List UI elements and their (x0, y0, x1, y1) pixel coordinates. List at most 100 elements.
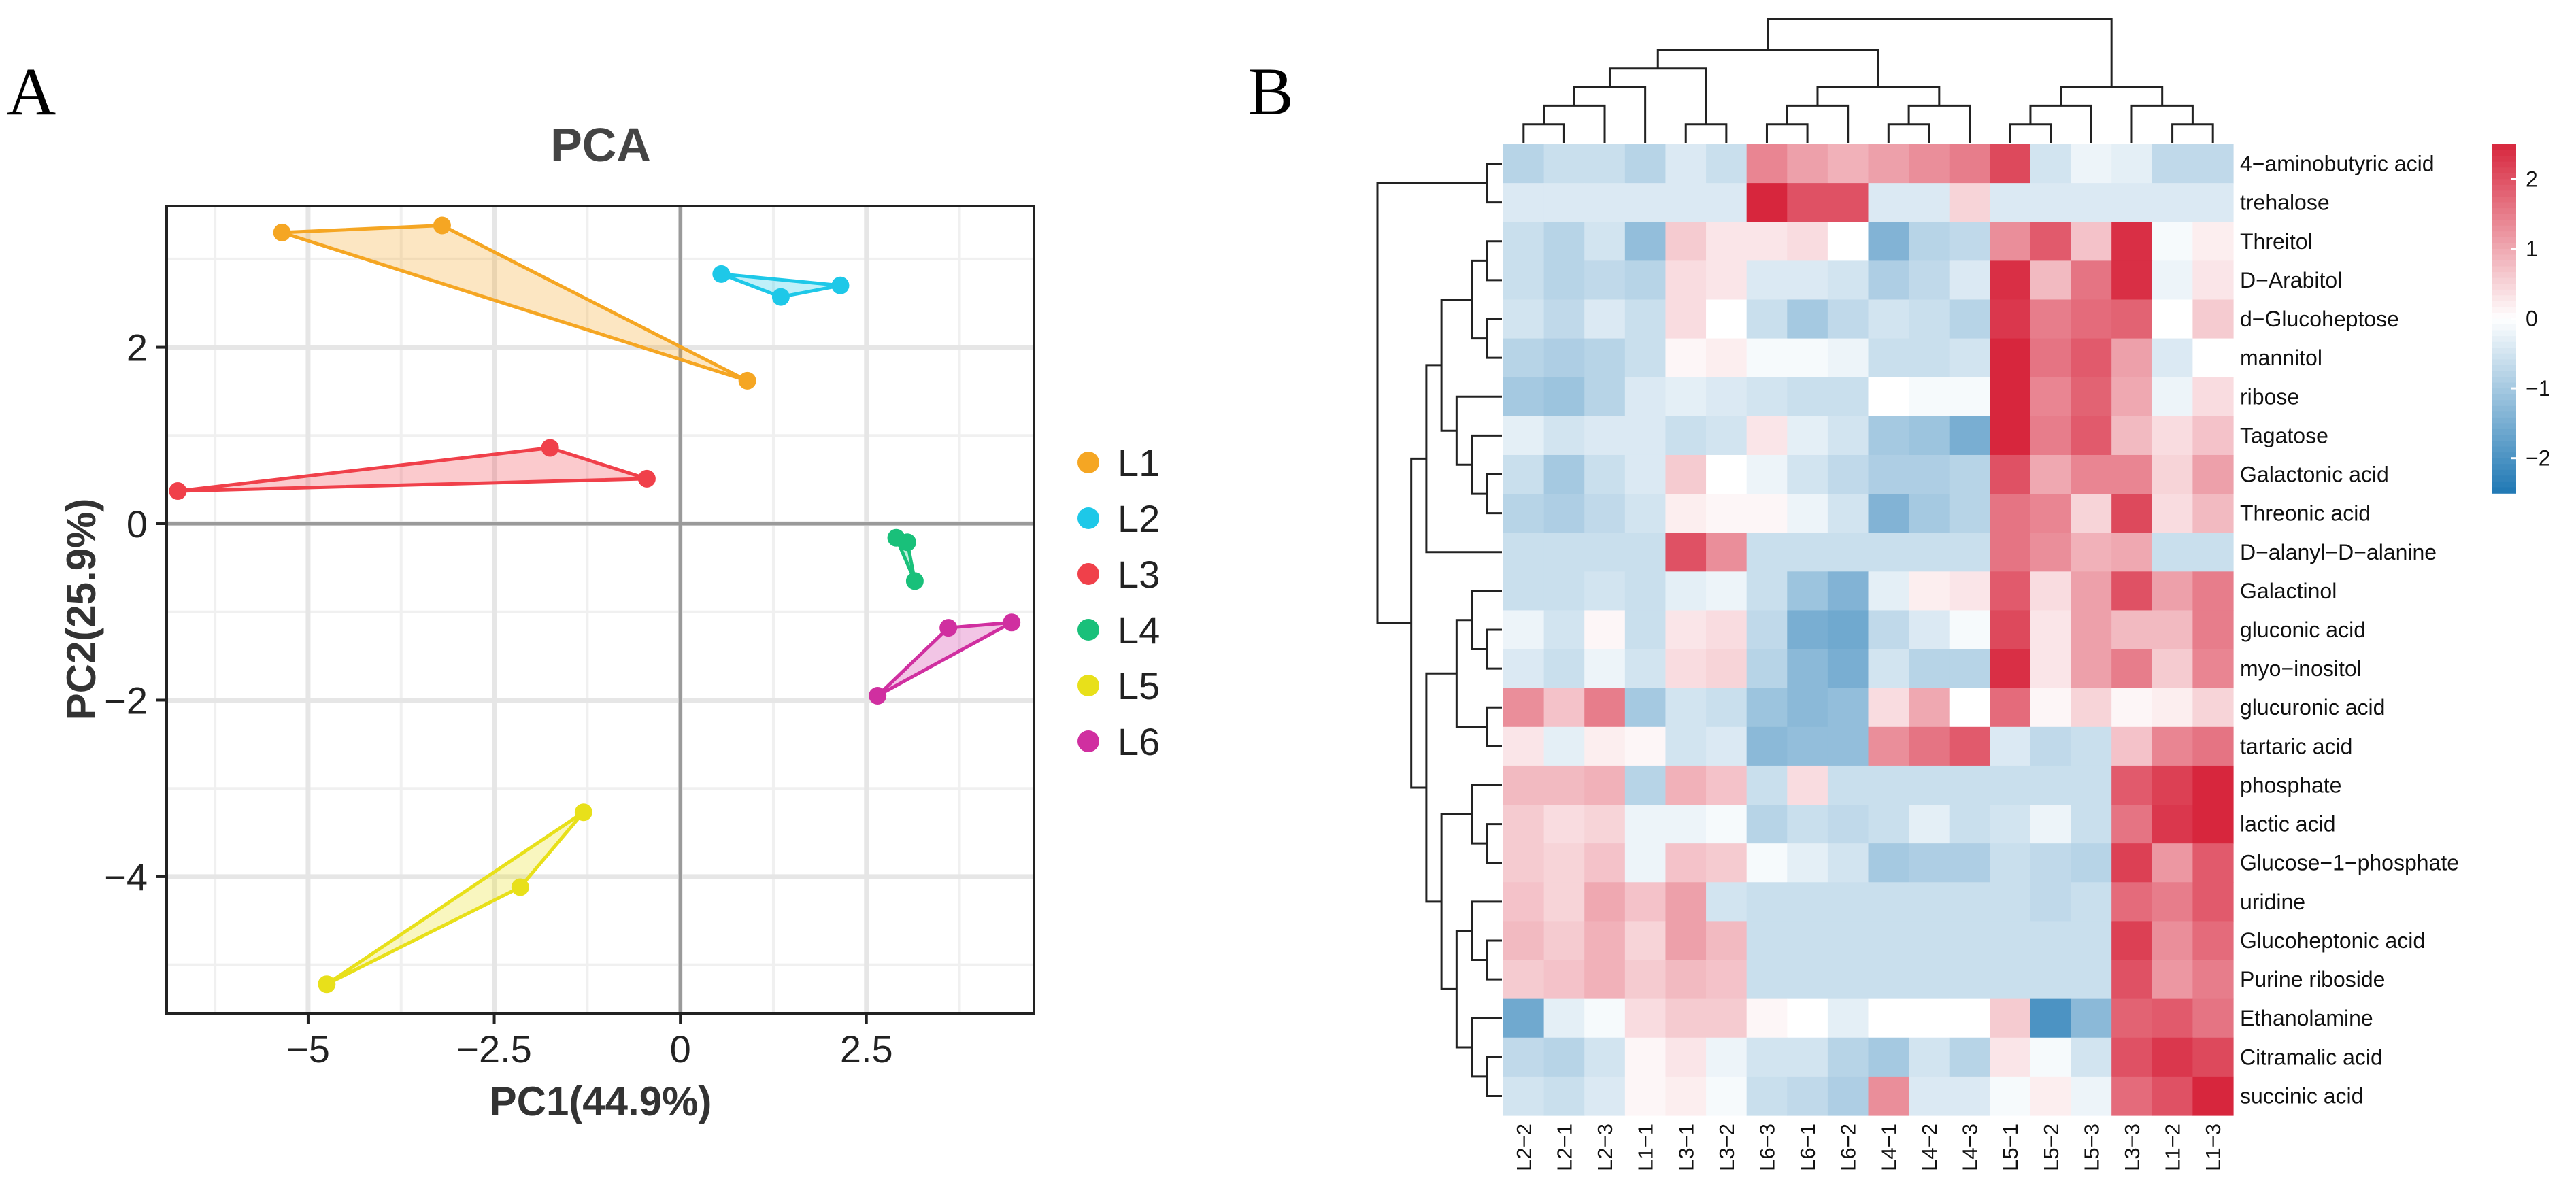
heatmap-cell (2192, 805, 2234, 844)
heatmap-cell (2030, 144, 2072, 184)
heatmap-column-label: L4−2 (1918, 1124, 1941, 1171)
heatmap-cell (1868, 998, 1909, 1038)
heatmap-cell (1706, 960, 1747, 1000)
heatmap-cell (2192, 921, 2234, 961)
heatmap-cell (1706, 805, 1747, 844)
heatmap-cell (2030, 571, 2072, 611)
heatmap-cell (1787, 144, 1828, 184)
heatmap-cell (1543, 222, 1585, 261)
heatmap-row-label: Purine riboside (2240, 967, 2385, 992)
heatmap-cell (1584, 843, 1626, 883)
heatmap-column-label: L5−2 (2039, 1124, 2063, 1171)
heatmap-cell (1584, 144, 1626, 184)
heatmap-cell (1787, 494, 1828, 533)
heatmap-cell (1827, 998, 1869, 1038)
heatmap-cell (1503, 765, 1545, 805)
heatmap-row-label: D−Arabitol (2240, 268, 2342, 292)
pca-x-tick-label: 0 (670, 1028, 691, 1070)
heatmap-cell (2152, 377, 2193, 417)
heatmap-cell (1827, 726, 1869, 766)
heatmap-cell (1746, 299, 1788, 339)
hull-l3 (175, 446, 649, 493)
colorbar-segment (2492, 179, 2516, 186)
heatmap-row-label: Threonic acid (2240, 501, 2371, 526)
heatmap-cell (1868, 960, 1909, 1000)
pca-panel: A PCA −5 −2.5 0 2.5 2 0 −2 −4 PC1(44.9%) PC2(2… (7, 54, 1160, 1124)
heatmap-cell (1909, 1076, 1950, 1116)
heatmap-cell (2071, 183, 2112, 222)
heatmap-cell (1584, 222, 1626, 261)
heatmap-cell (2152, 299, 2193, 339)
heatmap-cell (1624, 765, 1667, 805)
pca-x-tick-label: −2.5 (456, 1028, 532, 1070)
heatmap-cell (1584, 921, 1626, 961)
heatmap-cell (2071, 765, 2112, 805)
heatmap-cell (2152, 494, 2193, 533)
heatmap-cell (2192, 571, 2234, 611)
row-dendrogram-branch (1471, 900, 1502, 962)
colorbar-tick-label: −1 (2526, 376, 2550, 401)
colorbar-tick-label: 2 (2526, 167, 2538, 191)
heatmap-cell (1909, 144, 1950, 184)
pca-x-axis: −5 −2.5 0 2.5 (286, 1013, 893, 1070)
colorbar-segment (2492, 458, 2516, 465)
colorbar-segment (2492, 231, 2516, 238)
heatmap-cell (2030, 299, 2072, 339)
heatmap-column-label: L4−3 (1958, 1124, 1982, 1171)
heatmap-cell (1706, 649, 1747, 689)
heatmap-cell (2111, 338, 2153, 378)
heatmap-row-label: Citramalic acid (2240, 1045, 2383, 1069)
heatmap-cell (1990, 144, 2031, 184)
heatmap-row-label: tartaric acid (2240, 734, 2352, 758)
heatmap-cell (1543, 1037, 1585, 1077)
heatmap-cell (1665, 998, 1707, 1038)
heatmap-cell (1827, 765, 1869, 805)
heatmap-cell (2030, 805, 2072, 844)
legend-marker-l1 (1077, 452, 1099, 473)
point-l4 (898, 533, 916, 552)
heatmap-cell (2152, 454, 2193, 494)
heatmap-cell (1787, 571, 1828, 611)
pca-y-tick-label: 2 (127, 326, 148, 369)
colorbar-segment (2492, 435, 2516, 441)
heatmap-cell (1990, 649, 2031, 689)
heatmap-cell (1503, 843, 1545, 883)
heatmap-row-label: d−Glucoheptose (2240, 307, 2399, 331)
heatmap-cell (2192, 765, 2234, 805)
row-dendrogram-branch (1486, 823, 1502, 864)
heatmap-cell (1746, 1076, 1788, 1116)
heatmap-cell (1503, 649, 1545, 689)
heatmap-cell (2111, 998, 2153, 1038)
heatmap-cell (2071, 377, 2112, 417)
heatmap-cell (1665, 571, 1707, 611)
heatmap-cell (1624, 222, 1667, 261)
heatmap-cell (1909, 416, 1950, 456)
colorbar-segment (2492, 487, 2516, 494)
heatmap-cell (1746, 688, 1788, 728)
heatmap-cell (1503, 533, 1545, 572)
colorbar-segment (2492, 295, 2516, 302)
heatmap-cell (1624, 377, 1667, 417)
heatmap-cell (1503, 960, 1545, 1000)
column-dendrogram-branch (2060, 86, 2164, 106)
heatmap-cell (1503, 183, 1545, 222)
heatmap-cell (1503, 921, 1545, 961)
heatmap-cell (2192, 533, 2234, 572)
heatmap-cell (1665, 921, 1707, 961)
heatmap-cell (1990, 416, 2031, 456)
heatmap-cell (1584, 765, 1626, 805)
heatmap-cell (1543, 765, 1585, 805)
heatmap-cell (1990, 921, 2031, 961)
heatmap-cell (1949, 960, 1990, 1000)
heatmap-cell (2030, 1037, 2072, 1077)
heatmap-cell (1827, 260, 1869, 301)
heatmap-cell (2071, 299, 2112, 339)
heatmap-cell (1503, 377, 1545, 417)
point-l1 (273, 223, 291, 241)
heatmap-cell (2111, 843, 2153, 883)
heatmap-cell (1543, 649, 1585, 689)
heatmap-cell (1746, 1037, 1788, 1077)
heatmap-cell (1787, 377, 1828, 417)
heatmap-cell (2030, 960, 2072, 1000)
heatmap-cell (1949, 921, 1990, 961)
